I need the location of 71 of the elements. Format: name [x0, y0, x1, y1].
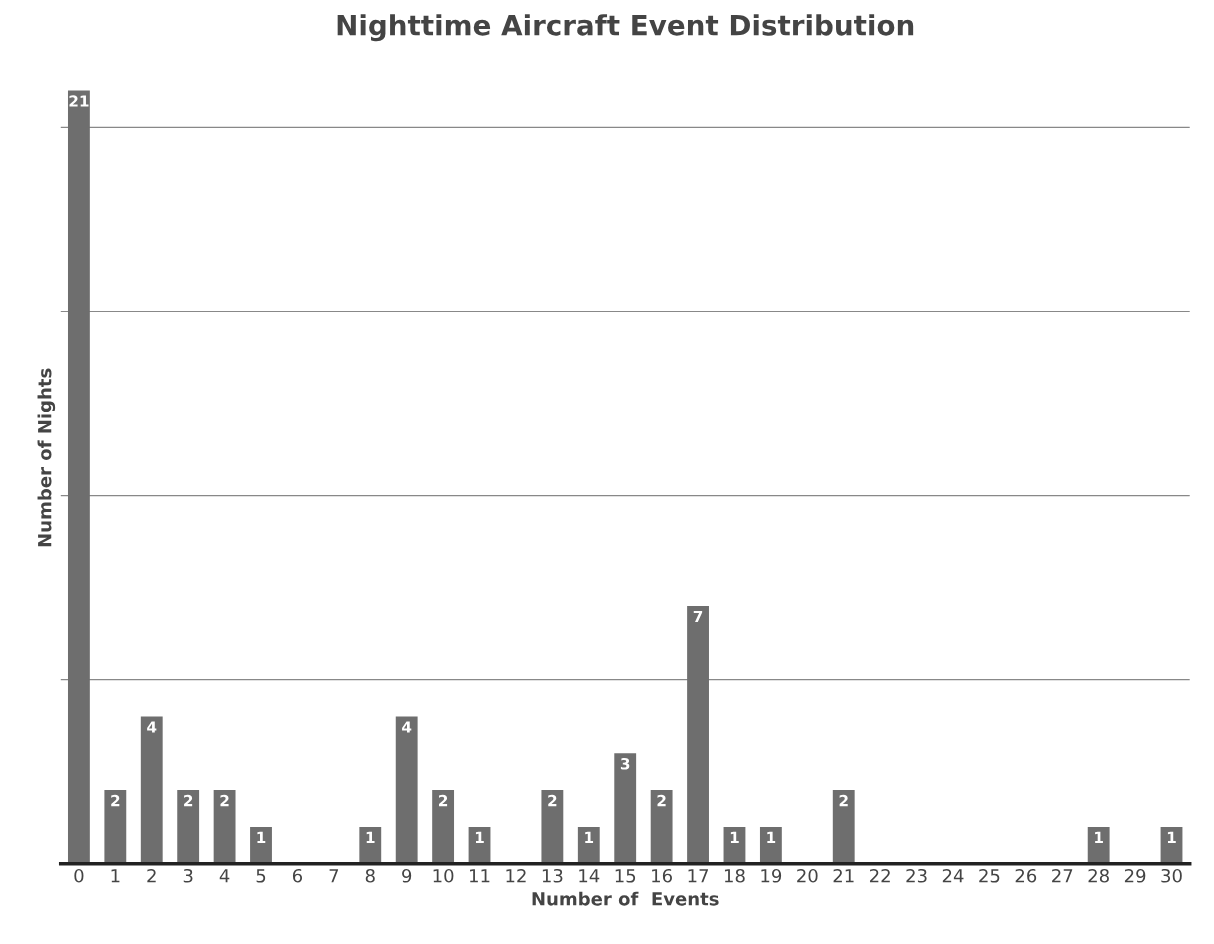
x-tick-label: 12 [506, 868, 526, 883]
x-tick-label: 4 [219, 869, 230, 883]
data-label: 1 [1095, 831, 1103, 843]
bar [359, 826, 382, 864]
x-tick-label: 17 [688, 869, 708, 883]
data-label: 2 [184, 794, 193, 807]
bar [687, 606, 709, 864]
bar [541, 790, 564, 864]
data-label: 2 [439, 794, 448, 807]
data-label: 1 [257, 831, 266, 843]
bar [395, 716, 418, 864]
bar [67, 90, 90, 864]
bar [1087, 826, 1110, 864]
chart-title: Nighttime Aircraft Event Distribution [337, 14, 914, 42]
data-label: 2 [548, 794, 557, 807]
data-label: 2 [839, 794, 848, 807]
x-tick-label: 21 [833, 868, 854, 883]
data-label: 1 [475, 831, 484, 843]
x-tick-label: 25 [979, 868, 1000, 883]
x-tick-label: 7 [329, 869, 339, 883]
bar [577, 826, 600, 864]
x-tick-label: 27 [1052, 868, 1073, 883]
data-label: 1 [585, 831, 594, 843]
bar [213, 790, 236, 864]
x-tick-label: 22 [869, 868, 890, 883]
data-label: 7 [693, 610, 703, 623]
bar [104, 790, 127, 864]
x-tick-label: 30 [1161, 868, 1182, 883]
bar [250, 826, 272, 864]
x-tick-label: 20 [797, 868, 818, 883]
x-tick-label: 9 [402, 868, 412, 883]
bar [650, 790, 673, 864]
x-tick-label: 26 [1015, 868, 1037, 883]
data-label: 3 [620, 757, 630, 770]
bar [759, 826, 782, 864]
x-tick-label: 15 [615, 869, 636, 883]
data-label: 21 [69, 95, 89, 107]
x-axis-title: Number of Events [532, 891, 719, 906]
bar [432, 790, 455, 864]
x-tick-label: 3 [183, 868, 193, 883]
x-tick-label: 10 [433, 868, 454, 883]
x-tick-label: 24 [942, 868, 964, 883]
data-label: 1 [767, 831, 776, 843]
x-tick-label: 29 [1124, 868, 1146, 883]
x-tick-label: 19 [761, 868, 782, 883]
x-tick-label: 13 [542, 868, 563, 883]
x-tick-label: 2 [147, 868, 156, 883]
data-label: 1 [366, 831, 375, 843]
x-tick-label: 28 [1088, 868, 1109, 883]
x-tick-label: 16 [652, 868, 672, 883]
bar [140, 716, 163, 864]
x-tick-label: 11 [470, 869, 490, 883]
data-label: 2 [111, 794, 120, 807]
data-label: 1 [730, 831, 739, 843]
data-label: 4 [147, 721, 157, 733]
x-tick-label: 14 [579, 869, 600, 883]
x-tick-label: 1 [111, 869, 120, 883]
x-tick-label: 0 [74, 868, 84, 883]
x-tick-label: 18 [724, 868, 745, 883]
data-label: 2 [220, 794, 229, 807]
bar [614, 753, 637, 864]
bar [832, 790, 855, 864]
bar [177, 790, 200, 864]
data-label: 1 [1167, 831, 1176, 843]
x-tick-label: 8 [365, 868, 375, 883]
x-tick-label: 5 [256, 869, 266, 883]
x-tick-label: 6 [292, 868, 303, 883]
data-label: 2 [657, 794, 666, 807]
x-tick-label: 23 [906, 868, 927, 883]
y-axis-title: Number of Nights [37, 368, 56, 547]
data-label: 4 [402, 721, 412, 733]
